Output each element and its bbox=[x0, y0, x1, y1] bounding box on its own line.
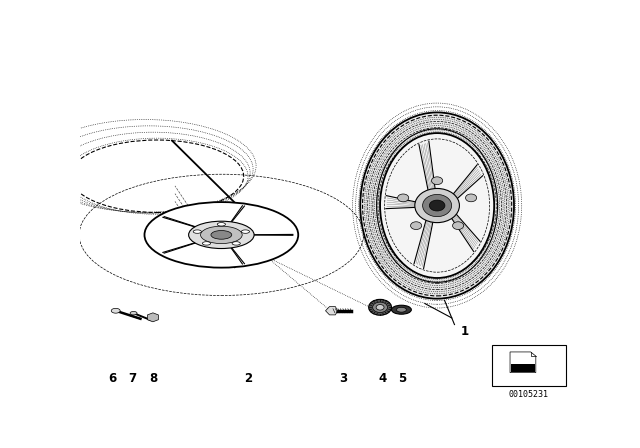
Ellipse shape bbox=[217, 223, 225, 226]
Ellipse shape bbox=[397, 194, 409, 202]
Text: 00105231: 00105231 bbox=[509, 391, 549, 400]
Bar bbox=[492, 345, 566, 386]
Polygon shape bbox=[511, 364, 535, 372]
Ellipse shape bbox=[145, 202, 298, 267]
Ellipse shape bbox=[392, 305, 412, 314]
Polygon shape bbox=[147, 313, 158, 322]
Text: 2: 2 bbox=[244, 371, 253, 384]
Polygon shape bbox=[326, 306, 337, 315]
Ellipse shape bbox=[193, 230, 202, 233]
Ellipse shape bbox=[189, 221, 254, 249]
Ellipse shape bbox=[452, 222, 464, 229]
Ellipse shape bbox=[202, 242, 211, 245]
Text: 5: 5 bbox=[398, 371, 406, 384]
Ellipse shape bbox=[360, 112, 514, 299]
Text: 7: 7 bbox=[128, 371, 136, 384]
Ellipse shape bbox=[380, 133, 494, 278]
Polygon shape bbox=[510, 352, 536, 373]
Ellipse shape bbox=[211, 231, 232, 239]
Ellipse shape bbox=[376, 305, 384, 310]
Ellipse shape bbox=[410, 222, 422, 229]
Ellipse shape bbox=[465, 194, 477, 202]
Ellipse shape bbox=[369, 299, 392, 315]
Ellipse shape bbox=[396, 307, 406, 312]
Ellipse shape bbox=[422, 194, 452, 217]
Ellipse shape bbox=[111, 308, 120, 313]
Ellipse shape bbox=[431, 177, 443, 185]
Text: 4: 4 bbox=[378, 371, 387, 384]
Ellipse shape bbox=[372, 302, 388, 313]
Ellipse shape bbox=[429, 200, 445, 211]
Ellipse shape bbox=[232, 242, 241, 245]
Ellipse shape bbox=[415, 189, 460, 223]
Text: 1: 1 bbox=[460, 325, 468, 338]
Text: 8: 8 bbox=[149, 371, 157, 384]
Text: 3: 3 bbox=[339, 371, 347, 384]
Ellipse shape bbox=[241, 230, 250, 233]
Text: 6: 6 bbox=[108, 371, 116, 384]
Ellipse shape bbox=[130, 311, 137, 315]
Ellipse shape bbox=[200, 226, 242, 244]
